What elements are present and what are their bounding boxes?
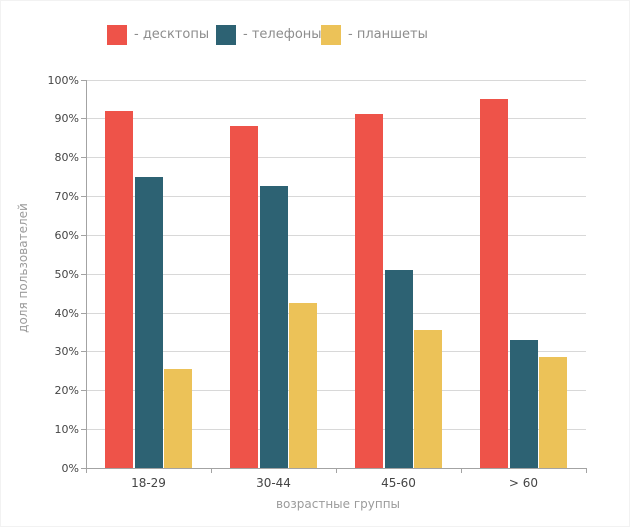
- y-tick-label-30: 30%: [54, 345, 79, 359]
- y-tick: [81, 351, 86, 353]
- x-category-label-1: 18-29: [131, 476, 166, 490]
- gridline-90: [87, 118, 586, 120]
- bar-телефоны-30-44: [259, 186, 288, 468]
- gridline-10: [87, 429, 586, 431]
- y-axis-line: [86, 79, 87, 468]
- y-tick-label-0: 0%: [61, 462, 79, 475]
- x-category-label-2: 30-44: [256, 476, 291, 490]
- gridline-30: [87, 351, 586, 353]
- legend-label-десктопы: - десктопы: [134, 27, 210, 42]
- y-tick-label-90: 90%: [54, 112, 79, 126]
- y-tick-label-100: 100%: [47, 73, 79, 87]
- x-tick: [586, 469, 587, 473]
- y-tick: [81, 234, 86, 236]
- legend-item-десктопы: - десктопы: [107, 24, 209, 45]
- y-tick-label-50: 50%: [54, 267, 79, 281]
- legend-item-планшеты: - планшеты: [321, 24, 428, 45]
- y-axis-title: доля пользователей: [16, 203, 30, 333]
- legend-label-телефоны: - телефоны: [243, 27, 322, 42]
- x-tick: [461, 469, 462, 473]
- gridline-50: [87, 273, 586, 275]
- y-tick-label-40: 40%: [54, 306, 79, 320]
- y-tick-label-80: 80%: [54, 151, 79, 165]
- legend-swatch-десктопы: [107, 24, 127, 45]
- bar-десктопы-30-44: [230, 126, 258, 468]
- bar-телефоны-18-29: [134, 176, 163, 468]
- bar-телефоны-> 60: [509, 339, 538, 468]
- y-tick: [81, 118, 86, 120]
- bar-десктопы-45-60: [355, 114, 383, 468]
- y-tick: [81, 468, 86, 469]
- x-category-label-4: > 60: [508, 476, 539, 490]
- gridline-100: [87, 79, 586, 81]
- gridline-70: [87, 196, 586, 198]
- gridline-80: [87, 157, 586, 159]
- legend-swatch-планшеты: [321, 24, 341, 45]
- bar-планшеты-30-44: [289, 302, 317, 468]
- y-tick: [81, 157, 86, 159]
- legend-swatch-телефоны: [216, 24, 236, 45]
- bar-десктопы-> 60: [480, 98, 508, 468]
- bar-телефоны-45-60: [384, 269, 413, 468]
- x-axis-title: возрастные группы: [275, 497, 401, 511]
- bar-планшеты-> 60: [539, 357, 567, 468]
- y-tick-label-10: 10%: [54, 423, 79, 437]
- y-tick: [81, 273, 86, 275]
- bar-десктопы-18-29: [105, 110, 133, 468]
- x-tick: [211, 469, 212, 473]
- chart-legend: - десктопы - телефоны - планшеты: [1, 1, 629, 61]
- y-tick: [81, 196, 86, 198]
- y-tick-label-60: 60%: [54, 228, 79, 242]
- gridline-20: [87, 390, 586, 392]
- gridline-60: [87, 234, 586, 236]
- legend-item-телефоны: - телефоны: [216, 24, 322, 45]
- y-tick-label-20: 20%: [54, 384, 79, 398]
- x-tick: [86, 469, 87, 473]
- x-axis-line: [86, 468, 587, 469]
- y-tick: [81, 429, 86, 431]
- y-tick: [81, 312, 86, 314]
- x-tick: [336, 469, 337, 473]
- y-tick-label-70: 70%: [54, 190, 79, 204]
- x-category-label-3: 45-60: [381, 476, 416, 490]
- bar-планшеты-18-29: [164, 368, 192, 468]
- y-tick: [81, 79, 86, 81]
- legend-label-планшеты: - планшеты: [348, 27, 428, 42]
- bar-планшеты-45-60: [414, 330, 442, 468]
- y-tick: [81, 390, 86, 392]
- gridline-40: [87, 312, 586, 314]
